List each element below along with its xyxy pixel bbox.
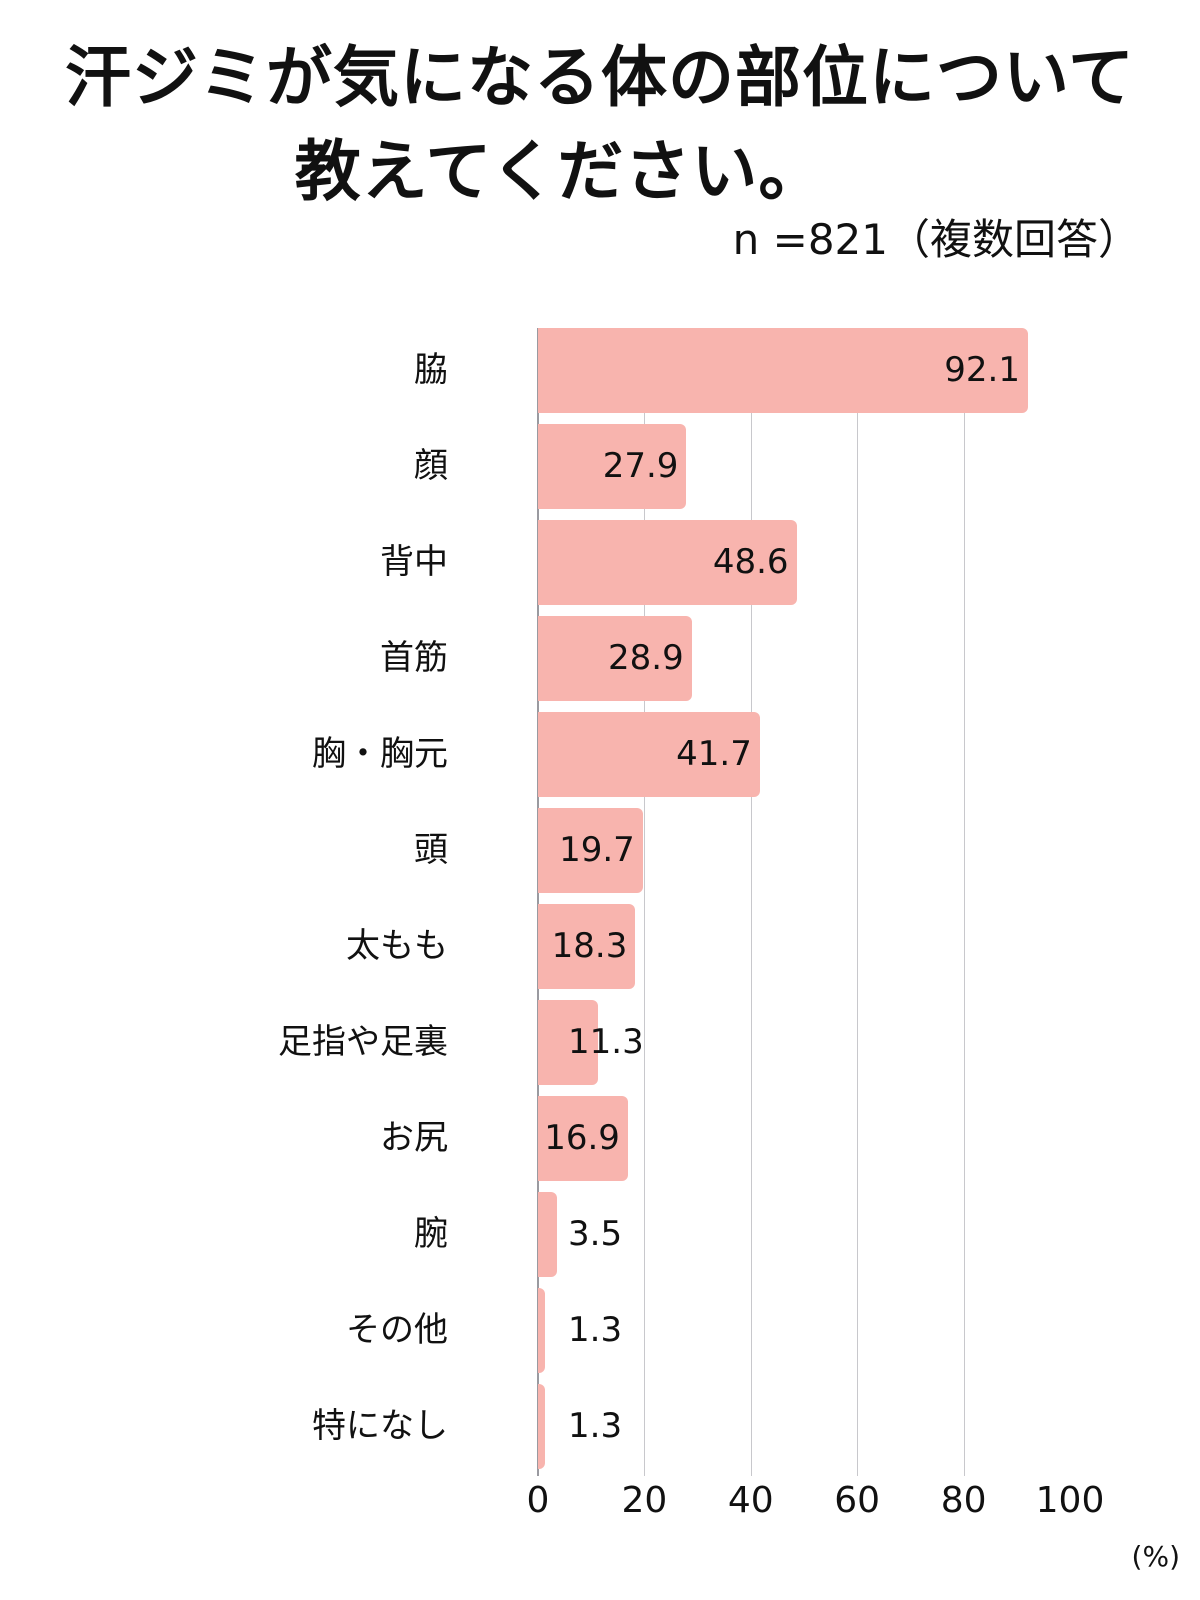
bar bbox=[538, 712, 760, 797]
category-label: 太もも bbox=[346, 926, 448, 966]
value-label: 48.6 bbox=[712, 542, 789, 582]
value-label: 3.5 bbox=[568, 1214, 623, 1254]
category-label: 脇 bbox=[414, 350, 448, 390]
y-axis-line bbox=[537, 328, 539, 1476]
x-tick-label: 40 bbox=[727, 1480, 774, 1521]
x-tick-label: 20 bbox=[621, 1480, 668, 1521]
value-label: 1.3 bbox=[568, 1406, 623, 1446]
bar bbox=[538, 616, 692, 701]
bar bbox=[538, 904, 636, 989]
value-label: 19.7 bbox=[559, 830, 635, 870]
value-label: 16.9 bbox=[544, 1118, 620, 1158]
value-label: 92.1 bbox=[944, 350, 1020, 390]
value-label: 11.3 bbox=[568, 1022, 644, 1062]
bar bbox=[538, 520, 797, 605]
category-label: お尻 bbox=[380, 1118, 448, 1158]
gridline bbox=[857, 328, 859, 1476]
category-label: その他 bbox=[346, 1310, 448, 1350]
category-label: 腕 bbox=[414, 1214, 448, 1254]
category-label: 特になし bbox=[312, 1406, 448, 1446]
bar bbox=[538, 424, 687, 509]
value-label: 1.3 bbox=[568, 1310, 623, 1350]
gridline bbox=[750, 328, 752, 1476]
x-tick-label: 60 bbox=[834, 1480, 881, 1521]
bar bbox=[538, 1000, 599, 1085]
x-tick-label: 100 bbox=[1035, 1480, 1105, 1521]
chart-title-line2: 教えてください。 bbox=[294, 133, 826, 210]
category-label: 頭 bbox=[414, 830, 448, 870]
value-label: 41.7 bbox=[676, 734, 752, 774]
x-tick-label: 80 bbox=[940, 1480, 987, 1521]
bar bbox=[538, 1096, 628, 1181]
bar bbox=[538, 328, 1028, 413]
bar bbox=[538, 1192, 557, 1277]
category-label: 足指や足裏 bbox=[278, 1022, 448, 1062]
value-label: 28.9 bbox=[608, 638, 684, 678]
x-tick-label: 0 bbox=[526, 1480, 550, 1521]
value-label: 18.3 bbox=[551, 926, 628, 966]
bar bbox=[538, 808, 643, 893]
chart-title-line1: 汗ジミが気になる体の部位について bbox=[64, 39, 1136, 116]
gridline bbox=[644, 328, 646, 1476]
axis-unit-label: (%) bbox=[1131, 1540, 1180, 1573]
bar bbox=[538, 1288, 545, 1373]
category-label: 顔 bbox=[414, 446, 448, 486]
category-label: 首筋 bbox=[380, 638, 448, 678]
value-label: 27.9 bbox=[602, 446, 679, 486]
gridline bbox=[963, 328, 965, 1476]
category-label: 胸・胸元 bbox=[312, 734, 448, 774]
bar bbox=[538, 1384, 545, 1469]
category-label: 背中 bbox=[380, 542, 448, 582]
sample-size-label: n =821（複数回答） bbox=[732, 215, 1140, 264]
